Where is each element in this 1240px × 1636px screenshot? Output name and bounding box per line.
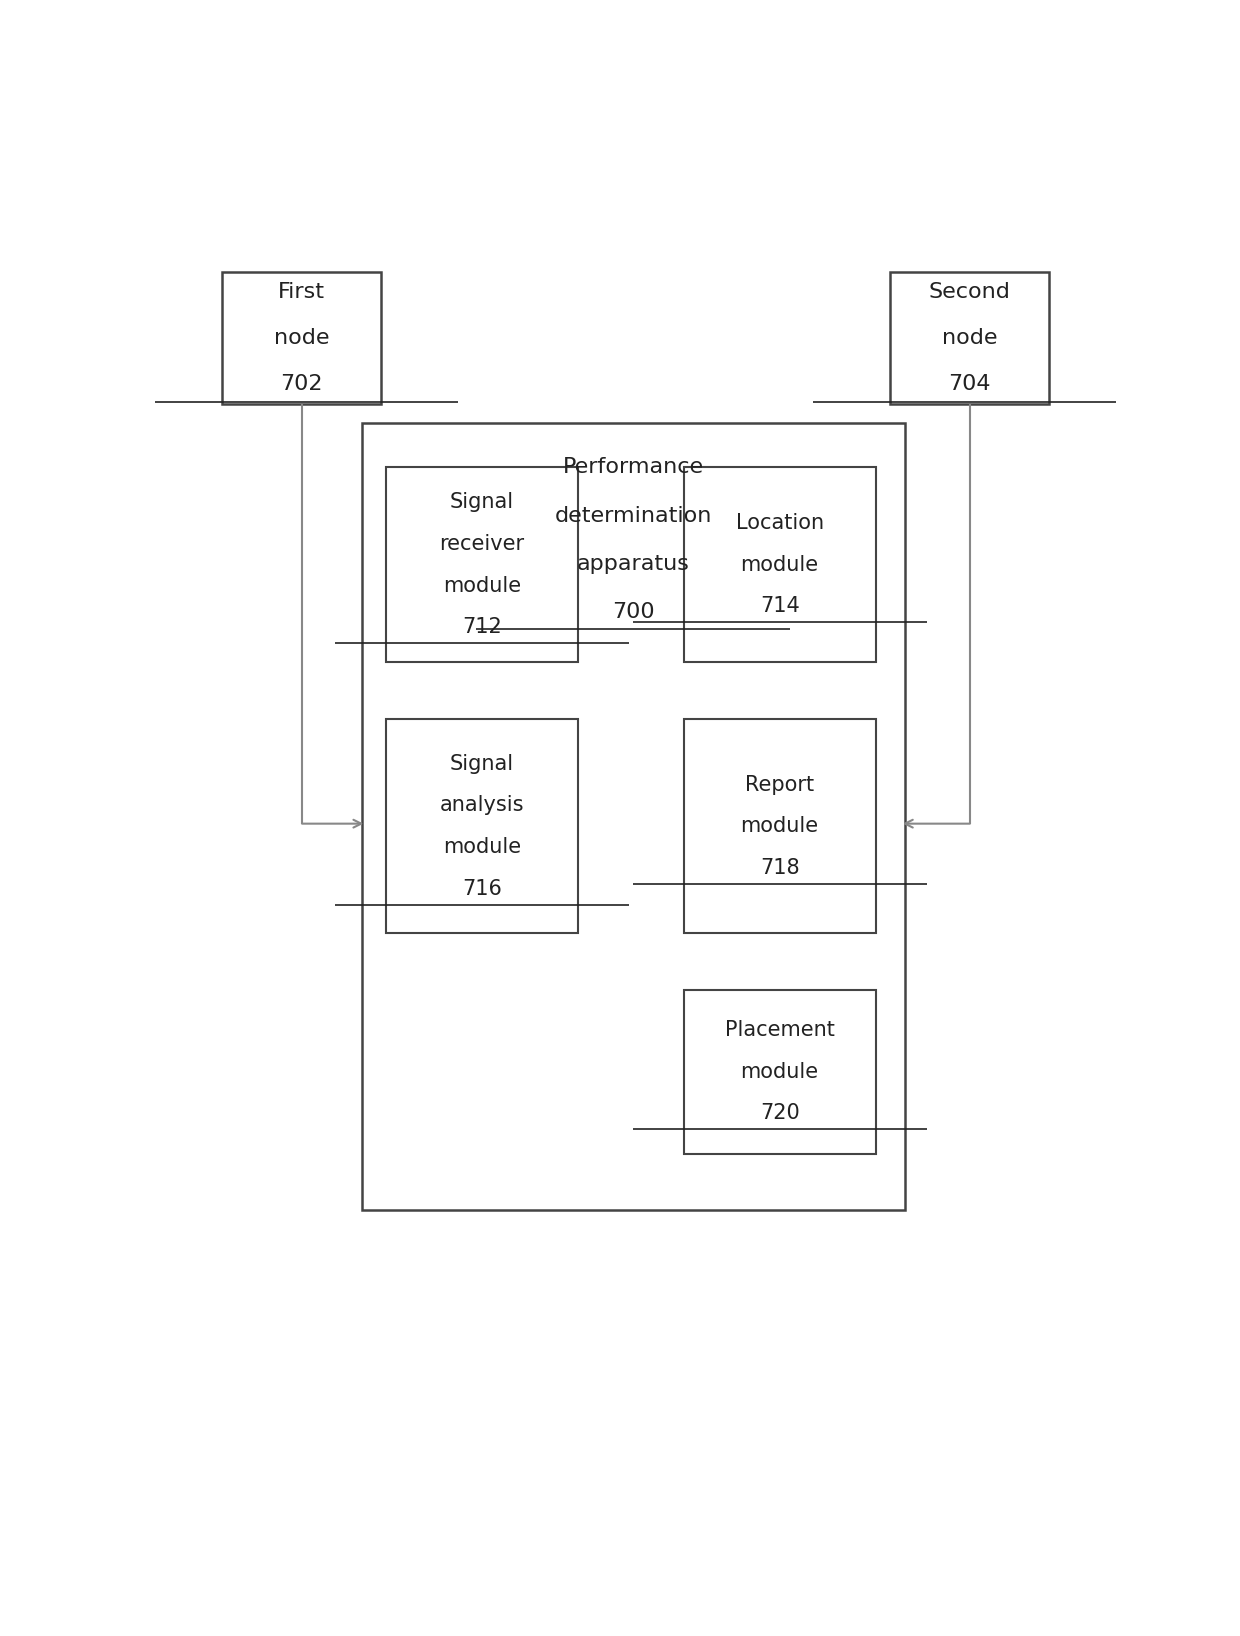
- Text: Second: Second: [929, 281, 1011, 301]
- Text: 720: 720: [760, 1103, 800, 1124]
- Text: First: First: [278, 281, 325, 301]
- Text: Report: Report: [745, 774, 815, 795]
- Text: 718: 718: [760, 857, 800, 879]
- Bar: [222, 272, 381, 404]
- Text: analysis: analysis: [439, 795, 525, 815]
- Text: module: module: [740, 816, 818, 836]
- Text: node: node: [274, 329, 330, 348]
- Text: 712: 712: [461, 617, 502, 636]
- Text: Signal: Signal: [450, 754, 513, 774]
- Text: 702: 702: [280, 375, 322, 394]
- Bar: [362, 424, 904, 1211]
- Text: 704: 704: [949, 375, 991, 394]
- Text: 714: 714: [760, 597, 800, 617]
- Text: module: module: [443, 576, 521, 596]
- Text: Performance: Performance: [563, 456, 703, 478]
- Bar: [683, 720, 875, 933]
- Bar: [890, 272, 1049, 404]
- Text: module: module: [443, 838, 521, 857]
- Text: module: module: [740, 555, 818, 574]
- Bar: [386, 720, 578, 933]
- Text: 700: 700: [611, 602, 655, 622]
- Text: Location: Location: [735, 514, 823, 533]
- Text: 716: 716: [461, 879, 502, 898]
- Text: Signal: Signal: [450, 492, 513, 512]
- Text: node: node: [941, 329, 997, 348]
- Text: receiver: receiver: [439, 533, 525, 555]
- Text: module: module: [740, 1062, 818, 1081]
- Bar: [386, 468, 578, 663]
- Text: Placement: Placement: [724, 1021, 835, 1040]
- Text: determination: determination: [554, 506, 712, 525]
- Text: apparatus: apparatus: [577, 555, 689, 574]
- Bar: [683, 990, 875, 1153]
- Bar: [683, 468, 875, 663]
